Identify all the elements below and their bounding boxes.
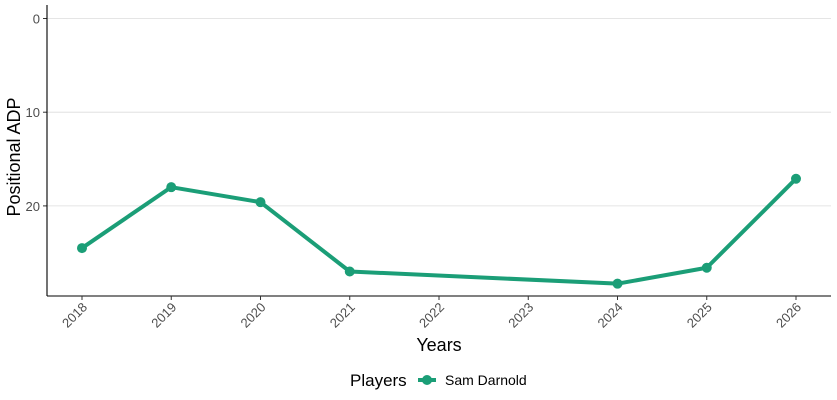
data-point-2019 [166, 182, 177, 193]
x-tick-label-2022: 2022 [416, 300, 447, 331]
x-tick-label-2024: 2024 [595, 300, 626, 331]
legend: Players Sam Darnold [350, 371, 527, 390]
axes [43, 5, 831, 300]
y-axis-title: Positional ADP [4, 97, 24, 216]
x-tick-label-2026: 2026 [773, 300, 804, 331]
y-tick-label-10: 10 [26, 105, 40, 120]
series-layer [77, 173, 801, 289]
data-point-2020 [255, 197, 266, 208]
data-point-2018 [77, 243, 87, 254]
grid-lines [47, 18, 831, 207]
legend-title: Players [350, 371, 407, 390]
data-point-2024 [612, 278, 623, 289]
x-tick-label-2018: 2018 [59, 300, 90, 331]
data-point-2021 [344, 266, 355, 277]
x-tick-label-2019: 2019 [148, 300, 179, 331]
x-tick-label-2025: 2025 [684, 300, 715, 331]
y-tick-label-20: 20 [26, 199, 40, 214]
data-point-2026 [791, 173, 801, 184]
x-tick-label-2021: 2021 [327, 300, 358, 331]
series-line-0 [80, 176, 798, 286]
data-point-2025 [701, 262, 712, 273]
y-tick-label-0: 0 [33, 12, 40, 27]
legend-label-sam-darnold: Sam Darnold [445, 372, 527, 388]
legend-key-marker [422, 375, 432, 385]
x-axis-title: Years [416, 335, 461, 355]
x-tick-label-2023: 2023 [505, 300, 536, 331]
y-tick-labels: 0 10 20 [26, 12, 40, 214]
x-tick-labels: 2018 2019 2020 2021 2022 2023 2024 2025 2026 [59, 300, 804, 331]
x-tick-label-2020: 2020 [238, 300, 269, 331]
